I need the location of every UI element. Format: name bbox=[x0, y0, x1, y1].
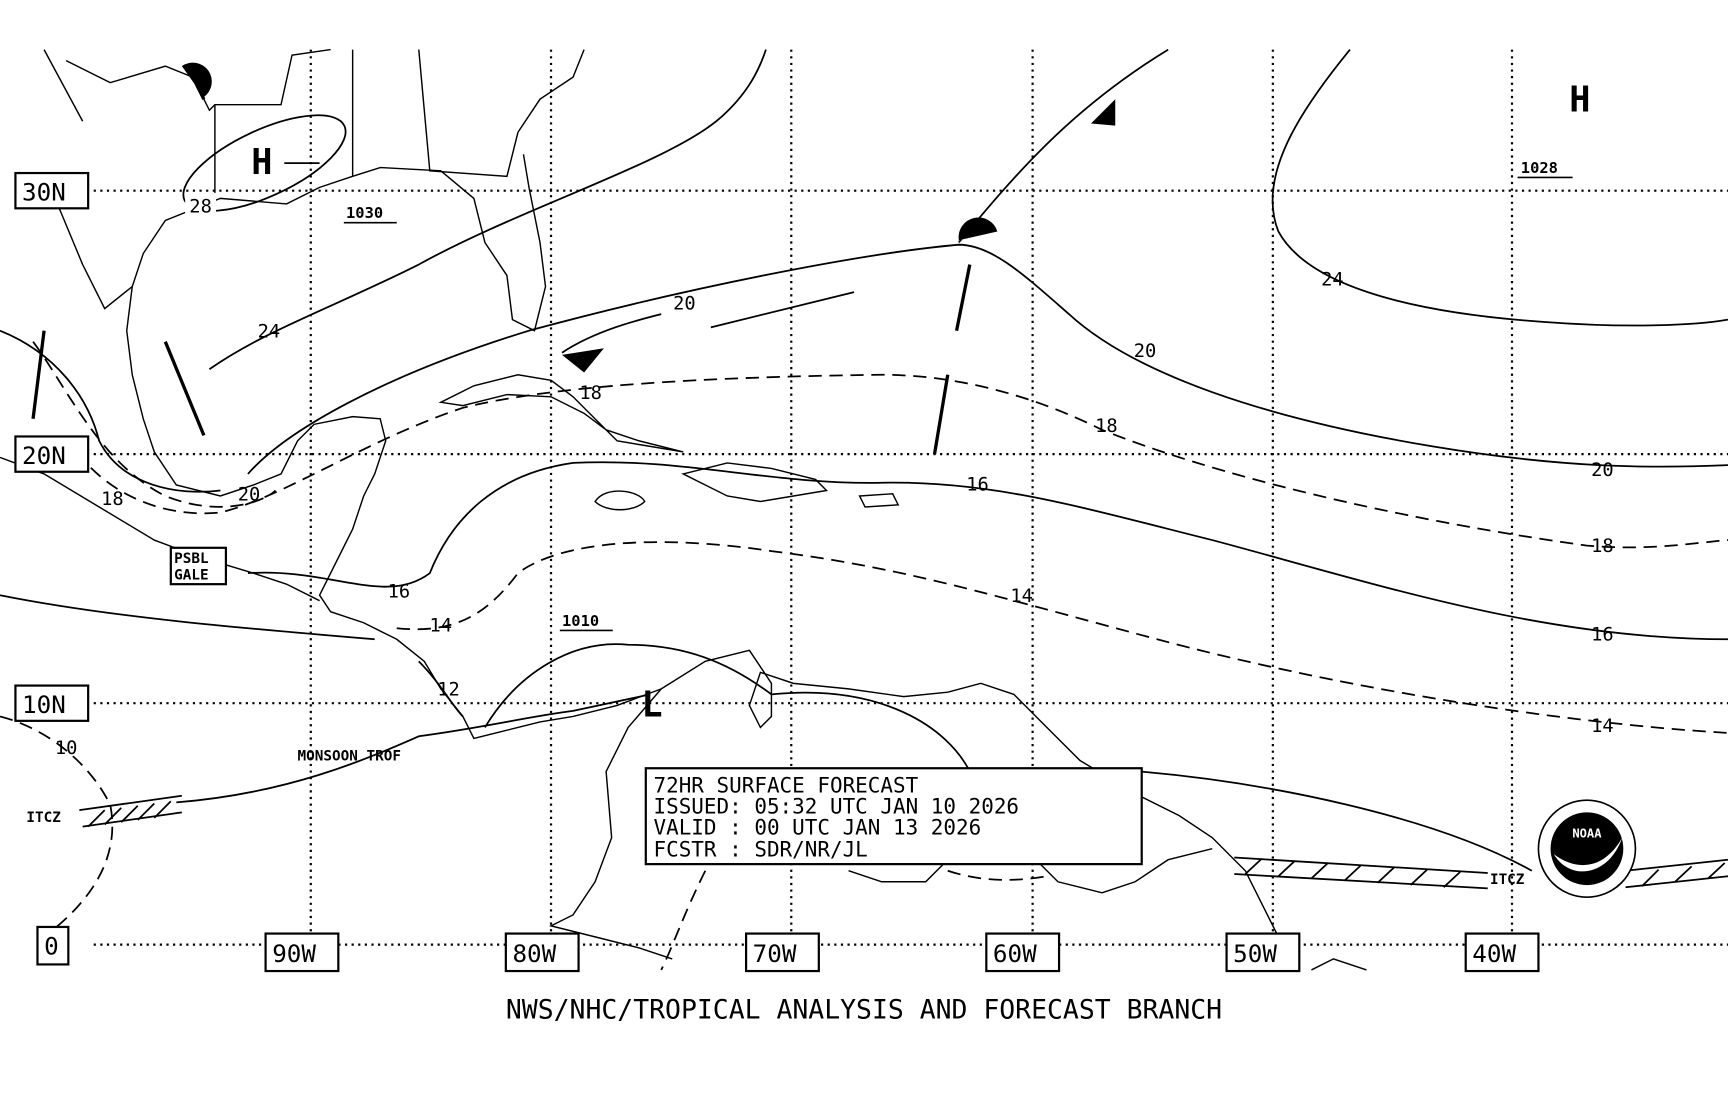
lon-label: 40W bbox=[1472, 939, 1516, 968]
pressure-centers: H 1030 H 1028 L 1010 bbox=[251, 79, 1590, 725]
isobar-label: 24 bbox=[258, 321, 281, 342]
lon-label: 90W bbox=[272, 939, 316, 968]
itcz-bands bbox=[79, 794, 1728, 890]
cold-front-symbol bbox=[562, 348, 604, 373]
isobar-label: 24 bbox=[1321, 269, 1344, 290]
high-pressure-symbol: H bbox=[251, 142, 272, 183]
itcz-label: ITCZ bbox=[1490, 872, 1525, 888]
isobar-label: 20 bbox=[1591, 460, 1614, 481]
isobar-label: 20 bbox=[238, 484, 261, 505]
warm-front-symbol bbox=[958, 217, 998, 241]
isobar-label: 20 bbox=[673, 294, 696, 315]
issued-time: ISSUED: 05:32 UTC JAN 10 2026 bbox=[654, 794, 1020, 818]
isobar-labels: 28 24 20 18 20 18 24 20 18 20 16 18 16 1… bbox=[55, 193, 1614, 759]
itcz-label: ITCZ bbox=[26, 810, 61, 826]
forecasters: FCSTR : SDR/NR/JL bbox=[654, 837, 868, 861]
isobar-label: 16 bbox=[966, 474, 989, 495]
isobar-label: 16 bbox=[1591, 624, 1614, 645]
valid-time: VALID : 00 UTC JAN 13 2026 bbox=[654, 815, 982, 839]
isobar-label: 12 bbox=[437, 679, 460, 700]
isobar-label: 18 bbox=[1095, 416, 1118, 437]
isobar-label: 14 bbox=[1591, 716, 1614, 737]
noaa-logo: NOAA bbox=[1537, 799, 1637, 899]
isobar-label: 18 bbox=[1591, 536, 1614, 557]
isobar-label: 14 bbox=[1010, 586, 1033, 607]
footer-credit: NWS/NHC/TROPICAL ANALYSIS AND FORECAST B… bbox=[506, 994, 1222, 1025]
isobar-label: 14 bbox=[430, 616, 453, 637]
high-pressure-value: 1030 bbox=[346, 204, 383, 222]
latitude-labels: 30N 20N 10N 0 bbox=[14, 171, 90, 966]
gale-label: GALE bbox=[174, 568, 208, 584]
low-pressure-symbol: L bbox=[641, 684, 662, 725]
isobar-label: 10 bbox=[55, 738, 78, 759]
fronts bbox=[31, 48, 1169, 455]
isobar-label: 18 bbox=[101, 489, 124, 510]
lat-lon-grid bbox=[93, 49, 1728, 946]
isobar-label: 20 bbox=[1134, 341, 1157, 362]
high-pressure-symbol: H bbox=[1569, 79, 1590, 120]
isobar-label: 16 bbox=[388, 581, 411, 602]
lat-label: 20N bbox=[22, 441, 66, 470]
annotations: PSBL GALE MONSOON TROF ITCZ ITCZ bbox=[26, 546, 1525, 888]
monsoon-trough-label: MONSOON TROF bbox=[298, 749, 401, 765]
isobar-label: 28 bbox=[189, 197, 212, 218]
noaa-logo-text: NOAA bbox=[1572, 827, 1602, 841]
lat-label: 30N bbox=[22, 178, 66, 207]
isobar-label: 18 bbox=[579, 383, 602, 404]
isobars bbox=[0, 49, 1728, 971]
coastlines bbox=[0, 48, 1367, 971]
cold-front-symbol bbox=[1091, 99, 1116, 126]
lon-label: 80W bbox=[512, 939, 556, 968]
low-pressure-value: 1010 bbox=[562, 612, 599, 630]
high-pressure-value: 1028 bbox=[1521, 159, 1558, 177]
product-title: 72HR SURFACE FORECAST bbox=[654, 773, 919, 797]
forecast-info-box: 72HR SURFACE FORECAST ISSUED: 05:32 UTC … bbox=[644, 767, 1143, 866]
gale-label: PSBL bbox=[174, 551, 209, 567]
longitude-labels: 90W 80W 70W 60W 50W 40W bbox=[264, 932, 1540, 973]
lon-label: 50W bbox=[1233, 939, 1277, 968]
lat-label: 0 bbox=[44, 932, 59, 961]
warm-front-symbol bbox=[181, 62, 212, 97]
lon-label: 60W bbox=[993, 939, 1037, 968]
lon-label: 70W bbox=[753, 939, 797, 968]
lat-label: 10N bbox=[22, 690, 66, 719]
